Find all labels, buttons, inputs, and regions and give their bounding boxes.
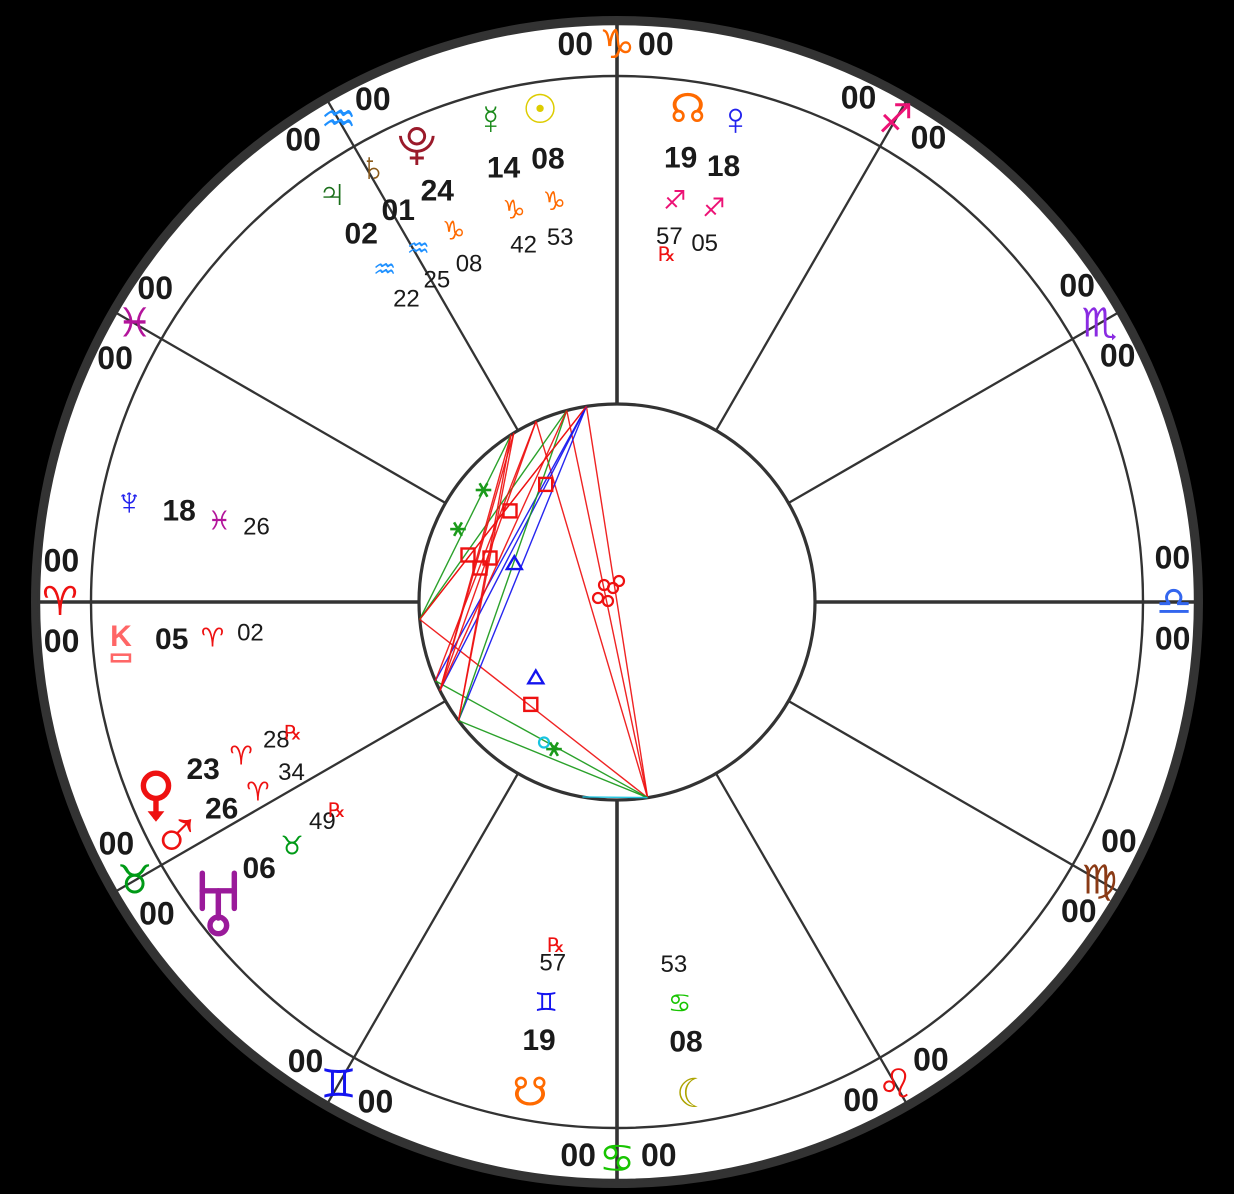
svg-text:♀: ♀ (718, 92, 753, 144)
svg-text:♎: ♎ (1156, 580, 1192, 624)
svg-text:34: 34 (278, 759, 305, 786)
svg-text:18: 18 (707, 150, 740, 183)
svg-text:♐: ♐ (702, 193, 725, 223)
svg-text:⯓: ⯓ (397, 124, 436, 168)
svg-text:19: 19 (522, 1024, 555, 1057)
svg-text:02: 02 (237, 620, 264, 647)
svg-text:♉: ♉ (117, 859, 153, 903)
svg-text:♑: ♑ (502, 194, 525, 224)
svg-text:♒: ♒ (321, 98, 357, 142)
svg-text:℞: ℞ (284, 723, 302, 745)
svg-text:00: 00 (358, 1083, 394, 1119)
svg-text:♃: ♃ (317, 172, 347, 216)
svg-text:18: 18 (162, 494, 195, 527)
svg-text:00: 00 (44, 623, 80, 659)
svg-text:♑: ♑ (442, 215, 465, 245)
svg-text:♈: ♈ (42, 580, 78, 624)
svg-text:♈: ♈ (201, 623, 224, 653)
svg-text:00: 00 (1155, 620, 1191, 656)
svg-text:♈: ♈ (246, 776, 269, 806)
svg-text:♉: ♉ (280, 830, 303, 860)
svg-text:♊: ♊ (321, 1062, 357, 1106)
svg-text:00: 00 (841, 80, 877, 116)
svg-text:☊: ☊ (670, 87, 706, 131)
svg-text:♓: ♓ (208, 506, 231, 536)
svg-text:00: 00 (638, 26, 674, 62)
svg-text:♒: ♒ (373, 254, 396, 284)
svg-text:♑: ♑ (599, 23, 635, 67)
svg-text:00: 00 (557, 26, 593, 62)
svg-text:♓: ♓ (117, 302, 153, 346)
svg-text:05: 05 (691, 230, 718, 257)
svg-text:00: 00 (911, 120, 947, 156)
svg-text:♌: ♌ (878, 1062, 914, 1106)
svg-text:22: 22 (393, 286, 420, 313)
svg-text:00: 00 (355, 81, 391, 117)
svg-text:K: K (110, 620, 132, 653)
svg-text:♐: ♐ (663, 185, 686, 215)
svg-text:14: 14 (487, 152, 521, 185)
svg-text:☉: ☉ (522, 88, 558, 132)
svg-text:♄: ♄ (358, 146, 388, 190)
svg-text:♋: ♋ (599, 1137, 635, 1181)
svg-text:♂: ♂ (150, 795, 203, 873)
svg-text:♊: ♊ (534, 987, 557, 1017)
svg-text:☿: ☿ (476, 98, 506, 142)
svg-text:♑: ♑ (543, 186, 566, 216)
svg-text:53: 53 (547, 224, 574, 251)
svg-text:26: 26 (243, 514, 270, 541)
svg-text:02: 02 (345, 217, 378, 250)
svg-text:♈: ♈ (229, 741, 252, 771)
svg-text:42: 42 (510, 231, 537, 258)
svg-text:00: 00 (285, 121, 321, 157)
svg-text:00: 00 (1059, 268, 1095, 304)
svg-text:♍: ♍ (1081, 859, 1117, 903)
svg-text:08: 08 (456, 250, 483, 277)
svg-text:00: 00 (44, 543, 80, 579)
svg-text:06: 06 (242, 852, 275, 885)
svg-text:☾: ☾ (676, 1072, 712, 1116)
svg-text:00: 00 (1155, 540, 1191, 576)
svg-text:℞: ℞ (547, 935, 565, 957)
svg-text:23: 23 (186, 753, 219, 786)
svg-text:☋: ☋ (512, 1070, 548, 1114)
svg-text:00: 00 (99, 826, 135, 862)
svg-text:♒: ♒ (407, 233, 430, 263)
svg-text:00: 00 (913, 1042, 949, 1078)
svg-text:00: 00 (288, 1043, 324, 1079)
svg-text:53: 53 (660, 951, 687, 978)
svg-text:08: 08 (669, 1026, 702, 1059)
svg-text:01: 01 (382, 194, 415, 227)
svg-text:08: 08 (531, 142, 564, 175)
svg-text:♐: ♐ (878, 98, 914, 142)
svg-text:05: 05 (155, 623, 188, 656)
svg-text:25: 25 (424, 266, 451, 293)
svg-text:℞: ℞ (328, 800, 346, 822)
svg-text:26: 26 (205, 793, 238, 826)
svg-text:♏: ♏ (1081, 302, 1117, 346)
svg-text:♋: ♋ (668, 988, 691, 1018)
svg-text:♆: ♆ (114, 480, 144, 524)
svg-text:00: 00 (843, 1082, 879, 1118)
svg-text:19: 19 (664, 141, 697, 174)
svg-text:00: 00 (1101, 823, 1137, 859)
svg-text:℞: ℞ (658, 244, 676, 266)
svg-text:00: 00 (641, 1137, 677, 1173)
svg-text:00: 00 (560, 1137, 596, 1173)
svg-text:24: 24 (421, 175, 455, 208)
